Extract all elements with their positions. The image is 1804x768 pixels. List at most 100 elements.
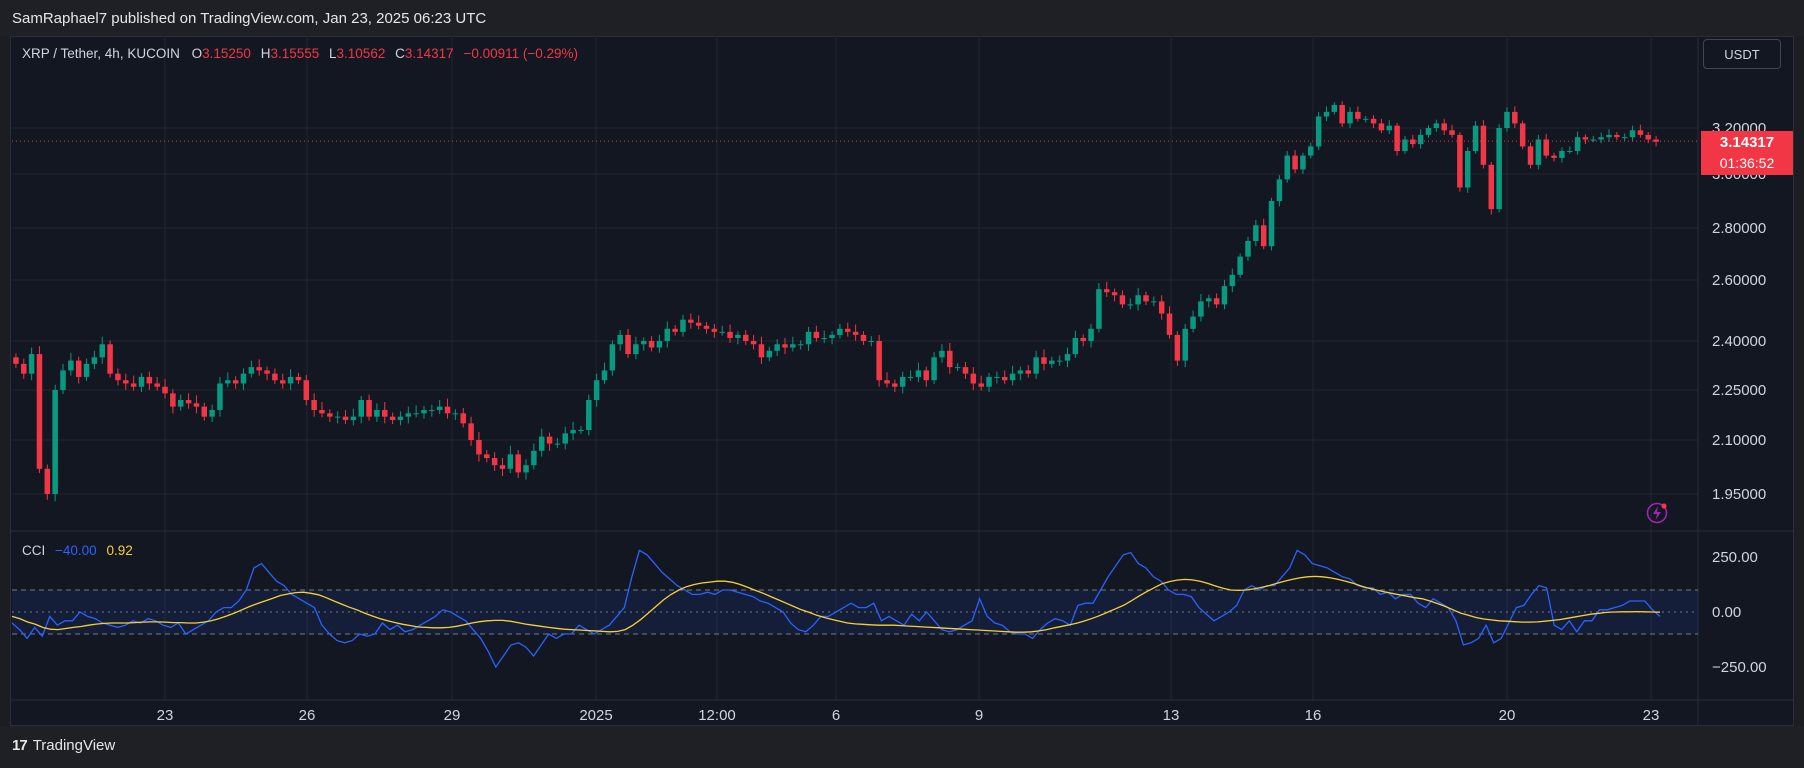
candle [899,371,906,394]
candle [1174,331,1181,366]
candle [75,356,82,384]
price-pane [12,101,1698,502]
candle-body [1527,146,1534,165]
candle [1590,135,1597,143]
candle [970,367,977,390]
candle-body [60,370,66,390]
candle [21,358,27,379]
candle-body [711,328,718,332]
candle-body [366,400,372,417]
tradingview-logo[interactable]: 17 TradingView [12,737,115,754]
candle [115,368,121,386]
candle-body [703,325,710,329]
candle [1253,219,1259,247]
candle [1127,298,1134,310]
candle [1457,132,1463,192]
candle-body [554,443,561,445]
candle [91,350,98,370]
candle-body [578,430,584,431]
candle-body [389,416,396,420]
candle-body [130,383,137,387]
candle [382,402,388,424]
candle [225,372,231,388]
candle-body [593,380,600,400]
candle-body [735,334,741,338]
candle [36,346,43,474]
candle [1614,132,1620,140]
candle [1504,107,1510,132]
cci-title[interactable]: CCI [22,543,46,558]
candle [342,410,349,424]
candle [656,334,663,353]
candle-body [813,331,820,338]
candle [805,326,812,351]
candle [311,393,317,417]
candle-body [1472,125,1479,151]
candle [1221,280,1228,310]
price-axis-label: 2.80000 [1712,220,1766,237]
candle [256,359,262,376]
cci-value: −40.00 [55,543,97,558]
candle-body [562,433,569,444]
candle [1213,293,1220,309]
candle [1519,120,1526,150]
candle [83,358,90,381]
candle [538,428,545,457]
candle-body [342,416,349,420]
lightning-alert-icon[interactable] [1646,502,1668,524]
candle [279,373,286,389]
tradingview-brand: TradingView [32,737,116,754]
candle [1268,197,1275,251]
candle-body [1041,357,1047,364]
candle-body [1535,139,1542,165]
candle [1284,151,1290,183]
candle [1033,350,1039,379]
candle-body [240,373,247,384]
close-label: C [395,46,405,61]
candle [295,373,302,385]
candle [499,458,506,476]
currency-button[interactable]: USDT [1703,39,1781,69]
candle-body [1457,134,1463,188]
candle-body [162,386,168,394]
candle [217,376,223,417]
candle-body [1425,128,1432,135]
candle-body [1394,125,1400,151]
candle-body [523,465,529,473]
candle [782,337,788,355]
candle-body [1410,139,1416,145]
candle [193,395,200,414]
candle [719,325,725,336]
candle-body [193,403,200,407]
candle-body [1496,128,1502,210]
candle [672,325,678,336]
candle [1331,102,1338,115]
candle-body [1009,373,1016,381]
candle-body [986,376,992,387]
candle-body [1449,130,1455,135]
candle-body [1598,137,1604,140]
symbol-title[interactable]: XRP / Tether, 4h, KUCOIN [22,46,180,61]
candle [743,330,749,345]
candle-body [727,331,733,338]
candle-body [758,344,765,358]
cci-legend[interactable]: CCI −40.00 0.92 [22,543,133,558]
candle [1323,106,1330,122]
cci-ma-value: 0.92 [106,543,133,558]
candle-body [374,410,380,417]
tradingview-logo-icon: 17 [12,737,28,754]
candle [272,368,278,385]
candle [138,373,145,392]
candle-body [1441,123,1447,131]
candle-body [1049,360,1055,364]
time-axis-label: 23 [1643,707,1660,724]
time-axis-label: 2025 [579,707,612,724]
candle [1198,294,1204,322]
symbol-legend[interactable]: XRP / Tether, 4h, KUCOIN O3.15250 H3.155… [22,46,578,61]
candle-body [1480,125,1487,165]
candle [1206,294,1212,308]
candle-body [1292,155,1298,170]
candle-body [1362,118,1369,120]
candle [640,337,647,351]
